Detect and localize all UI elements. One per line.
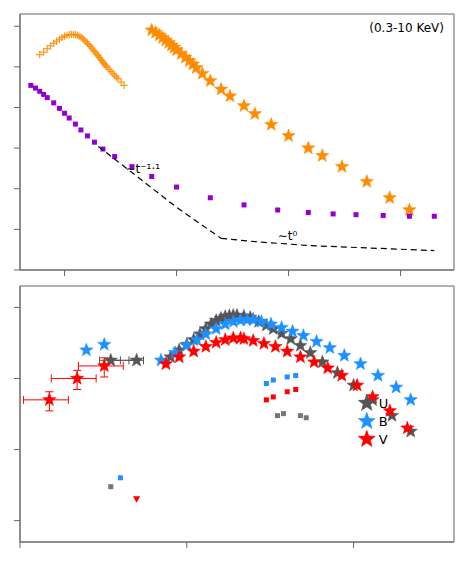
svg-text:∼t⁰: ∼t⁰ [278,229,298,243]
svg-text:∼t⁻¹·¹: ∼t⁻¹·¹ [126,162,161,176]
svg-text:U: U [379,396,389,411]
svg-text:(0.3-10 KeV): (0.3-10 KeV) [369,21,444,35]
svg-text:V: V [379,432,388,447]
svg-text:B: B [379,414,388,429]
